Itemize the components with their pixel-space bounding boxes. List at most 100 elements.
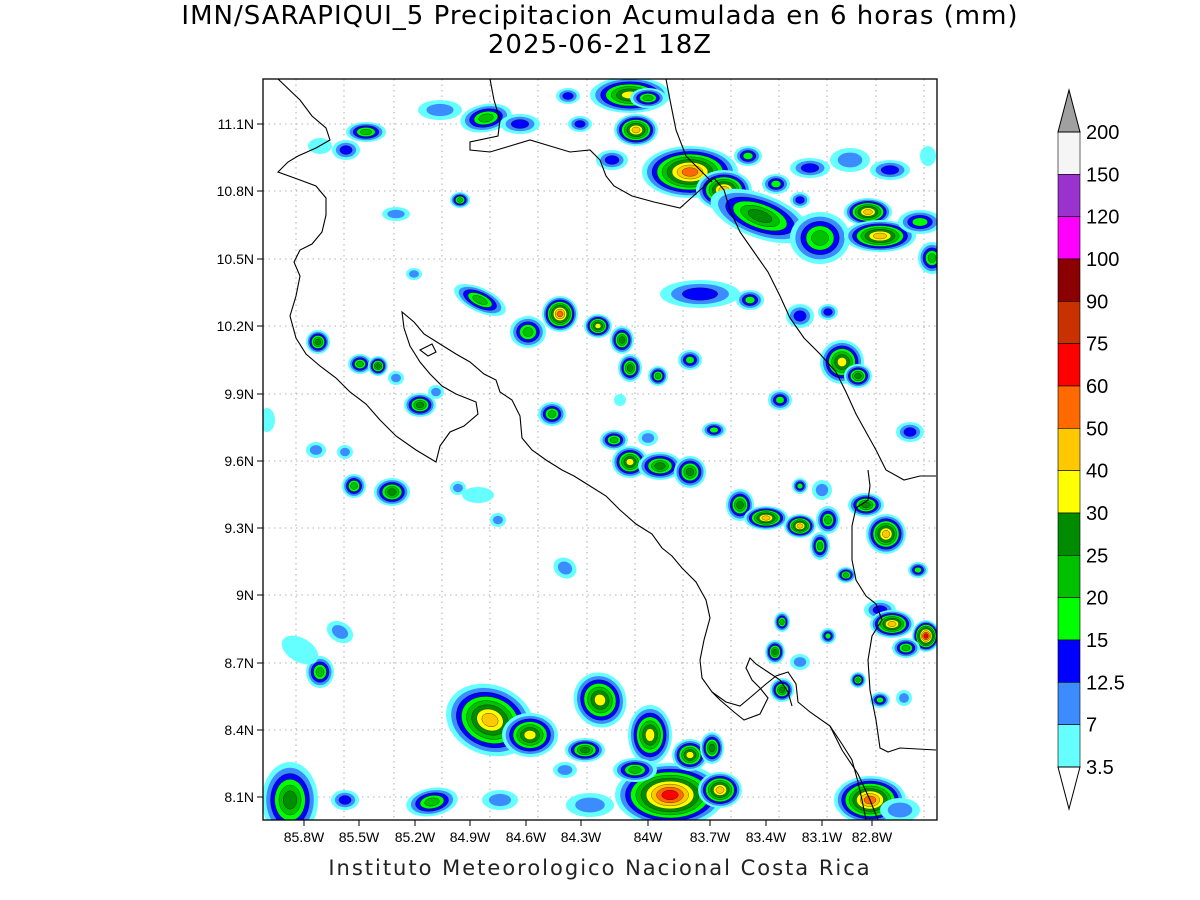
precip-cell <box>710 188 810 244</box>
precip-cell <box>790 212 850 264</box>
precip-contour-level-4 <box>356 360 364 368</box>
precip-cell <box>553 762 577 778</box>
precip-contour-level-2 <box>795 196 805 204</box>
colorbar-label: 3.5 <box>1086 757 1114 779</box>
precip-cell <box>600 430 628 450</box>
precip-contour-level-5 <box>861 501 871 509</box>
precip-cell <box>584 314 612 338</box>
precip-contour-level-4 <box>855 677 861 683</box>
colorbar-segment <box>1057 512 1081 556</box>
lat-tick-label: 11.1N <box>218 116 254 132</box>
precip-contour-level-2 <box>562 92 574 100</box>
precipitation-field <box>263 79 937 820</box>
lat-tick-label: 10.2N <box>217 318 254 334</box>
precip-contour-level-5 <box>654 462 666 470</box>
nicaragua-coast-line <box>277 79 867 820</box>
precip-contour-level-1 <box>815 483 829 497</box>
lat-tick-label: 8.4N <box>224 722 254 738</box>
precip-cell <box>812 480 832 500</box>
country-border-line <box>851 469 937 753</box>
precip-contour-level-6 <box>594 694 606 706</box>
precip-contour-level-5 <box>708 743 716 753</box>
precip-cell <box>892 638 920 658</box>
precip-cell <box>866 514 906 554</box>
precip-cell <box>844 220 916 252</box>
precip-cell <box>346 122 386 142</box>
precip-contour-level-4 <box>842 572 850 578</box>
lat-tick-label: 10.5N <box>217 251 254 267</box>
precip-cell <box>762 174 790 194</box>
precip-contour-level-8 <box>681 167 699 177</box>
precip-cell <box>774 612 790 632</box>
precip-cell <box>700 732 724 764</box>
precip-contour-level-5 <box>387 488 397 496</box>
precip-cell <box>628 705 672 765</box>
precip-cell <box>404 393 436 417</box>
precip-contour-level-1 <box>331 625 349 639</box>
precip-cell <box>896 690 912 706</box>
lon-tick-label: 83.7W <box>690 829 731 845</box>
colorbar-over-triangle <box>1057 88 1081 133</box>
precip-contour-level-2 <box>823 308 833 316</box>
precip-cell <box>510 316 546 348</box>
lat-tick-label: 8.1N <box>224 789 254 805</box>
precip-cell <box>263 408 275 432</box>
precip-cell <box>638 430 658 446</box>
precip-contour-level-4 <box>350 482 358 490</box>
coastline-borders <box>277 79 937 820</box>
precip-contour-level-3 <box>914 567 922 573</box>
precip-contour-level-2 <box>880 165 900 175</box>
precip-cell <box>630 88 666 108</box>
precip-contour-level-5 <box>314 338 322 346</box>
precip-contour-level-5 <box>747 209 773 223</box>
precip-cell <box>678 350 702 370</box>
precip-cell <box>281 635 319 665</box>
precip-cell <box>672 739 708 771</box>
precip-contour-level-5 <box>626 364 634 372</box>
colorbar-label: 20 <box>1086 588 1108 610</box>
precip-contour-level-1 <box>309 445 323 455</box>
precip-cell <box>844 364 872 388</box>
lat-tick-label: 8.7N <box>224 655 254 671</box>
precip-contour-level-0 <box>263 408 275 432</box>
colorbar-label: 40 <box>1086 461 1108 483</box>
precip-contour-level-5 <box>283 790 297 810</box>
precip-cell <box>614 114 658 146</box>
colorbar-segment <box>1057 597 1081 641</box>
precip-contour-level-4 <box>901 644 911 652</box>
lon-tick-label: 84.6W <box>506 829 547 845</box>
precip-cell <box>490 513 506 527</box>
precip-contour-level-5 <box>778 686 786 694</box>
precip-contour-level-2 <box>339 145 353 155</box>
precip-contour-level-5 <box>854 372 862 380</box>
colorbar-under-triangle <box>1057 766 1081 811</box>
precip-cell <box>790 654 810 670</box>
precip-contour-level-2 <box>574 120 586 128</box>
precip-contour-level-2 <box>793 310 807 322</box>
precip-contour-level-2 <box>903 427 917 437</box>
colorbar-segment <box>1057 258 1081 302</box>
precip-cell <box>553 557 577 579</box>
precip-cell <box>870 692 890 708</box>
precip-contour-level-5 <box>736 500 744 510</box>
precip-contour-level-4 <box>779 618 785 626</box>
lon-tick-label: 85.2W <box>395 829 436 845</box>
lon-tick-label: 85.8W <box>284 829 325 845</box>
precip-contour-level-4 <box>816 541 824 551</box>
precip-contour-level-4 <box>628 766 642 774</box>
precip-cell <box>332 140 360 160</box>
precip-contour-level-5 <box>580 746 590 754</box>
precip-cell <box>790 158 830 178</box>
colorbar-label: 50 <box>1086 418 1108 440</box>
map-axes: 11.1N 10.8N 10.5N 10.2N 9.9N 9.6N 9.3N 9N 8.7N 8.… <box>217 116 893 845</box>
precip-contour-level-1 <box>409 270 419 278</box>
lon-tick-label: 83.4W <box>746 829 787 845</box>
precip-contour-level-5 <box>618 336 626 344</box>
precip-contour-level-0 <box>281 635 319 665</box>
precip-contour-level-2 <box>510 119 530 129</box>
precip-cell <box>850 672 866 688</box>
precip-contour-level-2 <box>682 287 718 301</box>
colorbar-segment <box>1057 301 1081 344</box>
precip-cell <box>263 762 318 820</box>
